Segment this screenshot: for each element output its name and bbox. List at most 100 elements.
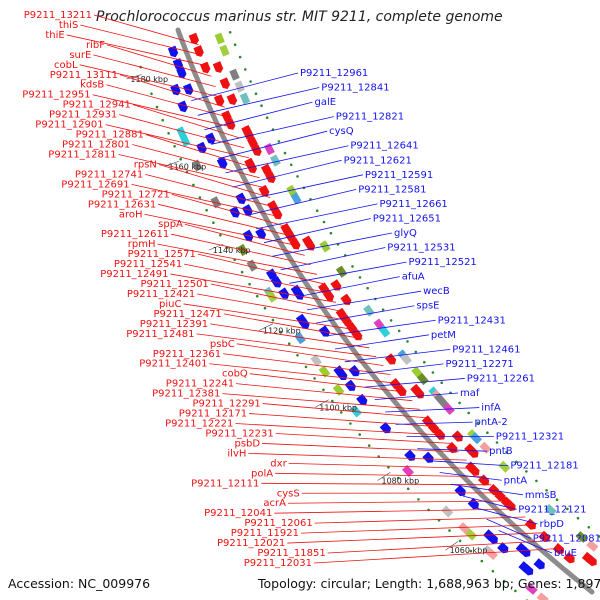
gene-label-rpsn[interactable]: rpsN <box>134 160 157 171</box>
gene-label-spse[interactable]: spsE <box>416 301 439 312</box>
gene-label-p9211-12241[interactable]: P9211_12241 <box>166 379 234 390</box>
gene-label-p9211-12481[interactable]: P9211_12481 <box>126 329 194 340</box>
gene-label-p9211-12961[interactable]: P9211_12961 <box>300 68 368 79</box>
gene-label-cobl[interactable]: cobL <box>54 60 78 71</box>
gene-label-p9211-12611[interactable]: P9211_12611 <box>101 229 169 240</box>
gene-label-psbd[interactable]: psbD <box>234 438 260 449</box>
gene-label-cyss[interactable]: cysS <box>277 488 300 499</box>
gene-label-p9211-12541[interactable]: P9211_12541 <box>114 259 182 270</box>
gene-label-cobq[interactable]: cobQ <box>222 369 248 380</box>
leader-line-afua <box>298 276 400 297</box>
gene-label-p9211-12061[interactable]: P9211_12061 <box>244 518 312 529</box>
gene-label-p9211-12181[interactable]: P9211_12181 <box>510 461 578 472</box>
leader-line-cysq <box>218 130 328 160</box>
gene-label-btue[interactable]: btuE <box>554 548 577 559</box>
gene-label-p9211-12801[interactable]: P9211_12801 <box>62 140 130 151</box>
gene-label-psbc[interactable]: psbC <box>210 339 235 350</box>
tick-dot <box>248 282 251 286</box>
gene-label-maf[interactable]: maf <box>460 388 480 399</box>
gene-label-p9211-12221[interactable]: P9211_12221 <box>165 419 233 430</box>
gene-label-p9211-12571[interactable]: P9211_12571 <box>128 249 196 260</box>
gene-label-wecb[interactable]: wecB <box>423 286 450 297</box>
gene-label-p9211-12321[interactable]: P9211_12321 <box>496 432 564 443</box>
gene-label-p9211-11851[interactable]: P9211_11851 <box>257 548 325 559</box>
gene-label-sppa[interactable]: sppA <box>158 219 183 230</box>
gene-label-sure[interactable]: surE <box>69 50 91 61</box>
gene-label-p9211-12361[interactable]: P9211_12361 <box>153 349 221 360</box>
gene-label-p9211-12621[interactable]: P9211_12621 <box>344 155 412 166</box>
gene-label-p9211-12931[interactable]: P9211_12931 <box>49 110 117 121</box>
leader-line-p9211-12381 <box>222 393 420 410</box>
leader-line-petm <box>334 334 429 350</box>
gene-label-p9211-12661[interactable]: P9211_12661 <box>380 199 448 210</box>
gene-label-p9211-12691[interactable]: P9211_12691 <box>61 179 129 190</box>
gene-label-p9211-12111[interactable]: P9211_12111 <box>191 478 259 489</box>
gene-label-kdsb[interactable]: kdsB <box>80 80 104 91</box>
gene-label-p9211-12271[interactable]: P9211_12271 <box>446 359 514 370</box>
gene-label-pnta[interactable]: pntA <box>504 475 528 486</box>
gene-label-p9211-11921[interactable]: P9211_11921 <box>231 528 299 539</box>
gene-label-glyq[interactable]: glyQ <box>394 228 417 239</box>
gene-label-p9211-12121[interactable]: P9211_12121 <box>518 504 586 515</box>
gene-label-cysq[interactable]: cysQ <box>329 126 354 137</box>
gene-label-ribf[interactable]: ribF <box>86 40 105 51</box>
gene-label-pnta-2[interactable]: pntA-2 <box>475 417 508 428</box>
gene-label-pntb[interactable]: pntB <box>489 446 513 457</box>
gene-label-p9211-12431[interactable]: P9211_12431 <box>438 315 506 326</box>
leader-line-p9211-12621 <box>232 159 342 188</box>
gene-label-p9211-12031[interactable]: P9211_12031 <box>244 558 312 569</box>
gene-label-p9211-12811[interactable]: P9211_12811 <box>48 150 116 161</box>
gene-label-p9211-12471[interactable]: P9211_12471 <box>154 309 222 320</box>
gene-label-p9211-12081[interactable]: P9211_12081 <box>533 534 600 545</box>
gene-label-p9211-12721[interactable]: P9211_12721 <box>102 189 170 200</box>
gene-label-p9211-12591[interactable]: P9211_12591 <box>365 170 433 181</box>
gene-label-p9211-12401[interactable]: P9211_12401 <box>139 359 207 370</box>
gene-label-p9211-13211[interactable]: P9211_13211 <box>24 10 92 21</box>
gene-label-ilvh[interactable]: ilvH <box>227 448 246 459</box>
tick-dots <box>139 31 600 600</box>
gene-label-p9211-12531[interactable]: P9211_12531 <box>387 243 455 254</box>
gene-label-p9211-12041[interactable]: P9211_12041 <box>204 508 272 519</box>
gene-label-p9211-13111[interactable]: P9211_13111 <box>50 70 118 81</box>
gene-label-p9211-12291[interactable]: P9211_12291 <box>193 399 261 410</box>
gene-label-pola[interactable]: polA <box>251 468 273 479</box>
gene-label-afua[interactable]: afuA <box>402 272 425 283</box>
gene-label-p9211-12651[interactable]: P9211_12651 <box>373 214 441 225</box>
gene-label-aroh[interactable]: aroH <box>119 209 143 220</box>
gene-label-p9211-12021[interactable]: P9211_12021 <box>217 538 285 549</box>
gene-label-p9211-12231[interactable]: P9211_12231 <box>205 429 273 440</box>
gene-label-p9211-12881[interactable]: P9211_12881 <box>76 130 144 141</box>
gene-label-rpmh[interactable]: rpmH <box>128 239 156 250</box>
gene-label-gale[interactable]: galE <box>315 97 337 108</box>
gene-label-p9211-12491[interactable]: P9211_12491 <box>100 269 168 280</box>
gene-label-this[interactable]: thiS <box>59 20 78 31</box>
gene-label-rbpd[interactable]: rbpD <box>540 519 565 530</box>
gene-label-p9211-12901[interactable]: P9211_12901 <box>35 120 103 131</box>
gene-label-p9211-12461[interactable]: P9211_12461 <box>452 344 520 355</box>
gene-label-p9211-12941[interactable]: P9211_12941 <box>63 100 131 111</box>
gene-label-p9211-12171[interactable]: P9211_12171 <box>179 409 247 420</box>
gene-label-p9211-12421[interactable]: P9211_12421 <box>127 289 195 300</box>
gene-label-p9211-12841[interactable]: P9211_12841 <box>321 83 389 94</box>
gene-label-p9211-12631[interactable]: P9211_12631 <box>88 199 156 210</box>
tick-dot <box>212 221 215 224</box>
gene-label-p9211-12261[interactable]: P9211_12261 <box>467 374 535 385</box>
gene-label-acra[interactable]: acrA <box>263 498 286 509</box>
gene-label-petm[interactable]: petM <box>431 330 456 341</box>
gene-label-p9211-12821[interactable]: P9211_12821 <box>336 112 404 123</box>
gene-label-p9211-12581[interactable]: P9211_12581 <box>358 184 426 195</box>
gene-label-thie[interactable]: thiE <box>45 30 64 41</box>
gene-label-infa[interactable]: infA <box>481 403 501 414</box>
gene-label-piuc[interactable]: piuC <box>159 299 181 310</box>
gene-label-p9211-12501[interactable]: P9211_12501 <box>141 279 209 290</box>
gene-label-p9211-12741[interactable]: P9211_12741 <box>75 169 143 180</box>
gene-label-p9211-12521[interactable]: P9211_12521 <box>409 257 477 268</box>
gene-label-p9211-12381[interactable]: P9211_12381 <box>152 389 220 400</box>
gene-label-p9211-12951[interactable]: P9211_12951 <box>22 90 90 101</box>
gene-label-dxr[interactable]: dxr <box>270 458 287 469</box>
leader-line-p9211-12081 <box>486 518 531 539</box>
gene-label-p9211-12391[interactable]: P9211_12391 <box>140 319 208 330</box>
gene-label-p9211-12641[interactable]: P9211_12641 <box>350 141 418 152</box>
gene-label-mmsb[interactable]: mmsB <box>525 490 557 501</box>
gene-block <box>458 522 471 535</box>
